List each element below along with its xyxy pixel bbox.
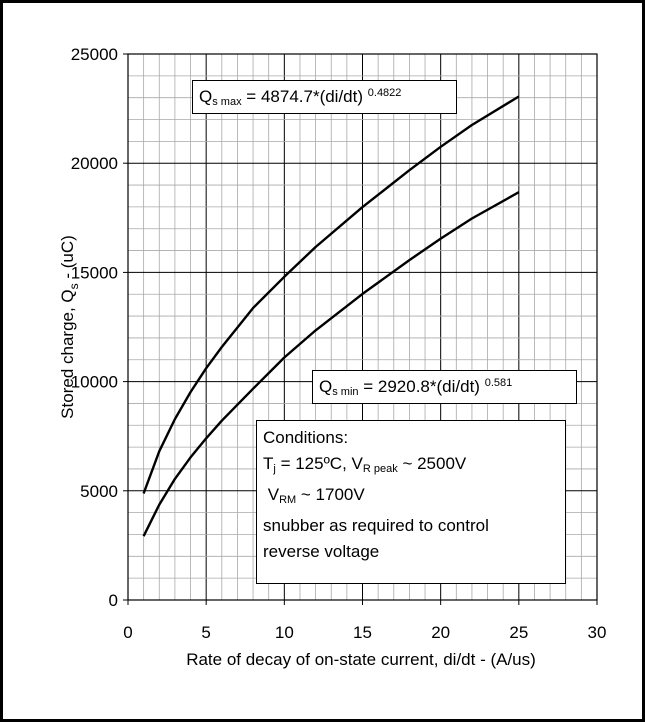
series-line-qs-min (142, 191, 520, 537)
qmin-text: = 2920.8*(di/dt) (358, 377, 480, 396)
plot-series (142, 95, 520, 537)
cond-vr-sub: R peak (362, 463, 398, 475)
x-tick-label: 25 (509, 623, 528, 642)
tick-labels: 0 5 10 15 20 25 30 0 5000 10000 15000 20000 25000 (71, 45, 607, 642)
x-tick-label: 10 (275, 623, 294, 642)
x-tick-label: 15 (353, 623, 372, 642)
y-axis-label: Stored charge, Qs - (uC) (58, 235, 81, 419)
y-tick-label: 20000 (71, 154, 118, 173)
y-tick-label: 10000 (71, 373, 118, 392)
conditions-box: Conditions: Tj = 125ºC, VR peak ~ 2500V … (256, 420, 566, 584)
plot-axes (123, 53, 598, 605)
y-axis-label-tail: - (uC) (58, 235, 77, 283)
qmin-equation-box: Qs min = 2920.8*(di/dt) 0.581 (312, 370, 577, 404)
cond-vrm-sub: RM (279, 494, 297, 506)
cond-tj-text: = 125ºC, V (275, 454, 363, 473)
y-tick-label: 25000 (71, 45, 118, 64)
x-tick-label: 30 (588, 623, 607, 642)
conditions-title: Conditions: (263, 428, 349, 447)
x-tick-label: 5 (201, 623, 210, 642)
qmax-exponent: 0.4822 (367, 87, 402, 99)
qmax-q: Q (199, 87, 213, 106)
y-axis-label-sub: s (67, 283, 81, 289)
x-tick-label: 0 (123, 623, 132, 642)
qmin-exponent: 0.581 (484, 377, 513, 389)
x-axis-label: Rate of decay of on-state current, di/dt… (186, 650, 536, 669)
y-tick-label: 15000 (71, 263, 118, 282)
series-line-qs-max (142, 95, 520, 494)
y-tick-label: 0 (109, 591, 118, 610)
qmin-q: Q (319, 377, 333, 396)
conditions-reverse-line: reverse voltage (263, 542, 380, 561)
cond-vr-text: ~ 2500V (397, 454, 467, 473)
conditions-tj-line: Tj = 125ºC, VR peak ~ 2500V (263, 451, 565, 482)
cond-tj-t: T (263, 454, 274, 473)
y-axis-label-main: Stored charge, Q (58, 289, 77, 418)
conditions-vrm-line: VRM ~ 1700V (263, 482, 565, 513)
x-tick-label: 20 (431, 623, 450, 642)
y-tick-label: 5000 (80, 482, 118, 501)
qmax-sub: s max (212, 96, 242, 108)
qmin-sub: s min (332, 386, 359, 398)
conditions-snubber-line: snubber as required to control (263, 516, 489, 535)
qmax-equation-box: Qs max = 4874.7*(di/dt) 0.4822 (192, 80, 457, 114)
qmax-text: = 4874.7*(di/dt) (241, 87, 364, 106)
cond-vrm-t: V (267, 485, 280, 504)
cond-vrm-text: ~ 1700V (296, 485, 365, 504)
cond-tj-sub: j (273, 463, 276, 475)
